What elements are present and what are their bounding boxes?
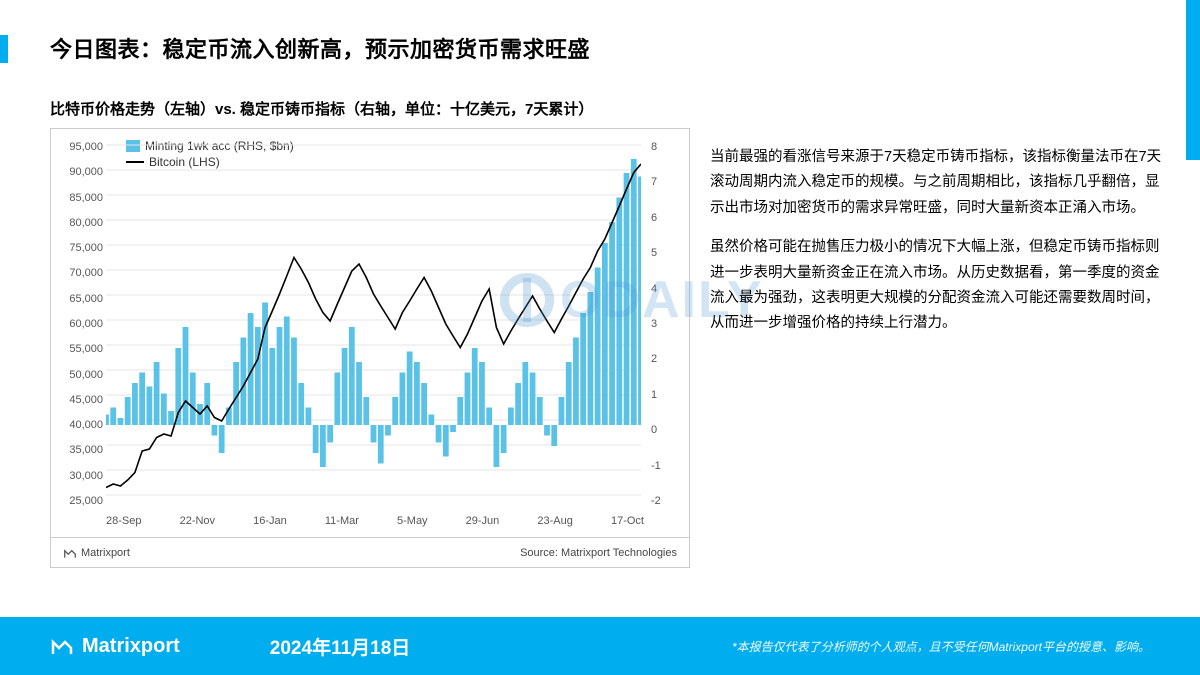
paragraph-1: 当前最强的看涨信号来源于7天稳定币铸币指标，该指标衡量法币在7天滚动周期内流入稳…	[710, 145, 1165, 221]
matrixport-logo-icon	[50, 634, 74, 658]
x-axis: 28-Sep22-Nov16-Jan11-Mar5-May29-Jun23-Au…	[106, 515, 644, 527]
paragraph-2: 虽然价格可能在抛售压力极小的情况下大幅上涨，但稳定币铸币指标则进一步表明大量新资…	[710, 235, 1165, 337]
chart-footer-brand: Matrixport	[63, 546, 130, 560]
chart-container: Minting 1wk acc (RHS, $bn) Bitcoin (LHS)…	[50, 128, 690, 568]
footer-brand: Matrixport	[50, 634, 180, 658]
footer-date: 2024年11月18日	[270, 633, 411, 660]
body-text: 当前最强的看涨信号来源于7天稳定币铸币指标，该指标衡量法币在7天滚动周期内流入稳…	[710, 145, 1165, 351]
accent-bar	[0, 35, 8, 63]
footer-bar: Matrixport 2024年11月18日 *本报告仅代表了分析师的个人观点，…	[0, 617, 1200, 675]
chart-source: Source: Matrixport Technologies	[520, 547, 677, 559]
right-accent	[1186, 0, 1200, 160]
header: 今日图表：稳定币流入创新高，预示加密货币需求旺盛	[50, 32, 590, 64]
chart-subtitle: 比特币价格走势（左轴）vs. 稳定币铸币指标（右轴，单位：十亿美元，7天累计）	[50, 98, 593, 119]
matrixport-icon	[63, 546, 77, 560]
y-axis-left: 95,00090,00085,00080,00075,00070,00065,0…	[57, 141, 103, 507]
footer-brand-text: Matrixport	[82, 635, 180, 658]
y-axis-right: 876543210-1-2	[651, 141, 683, 507]
chart-plot	[106, 139, 641, 509]
page-title: 今日图表：稳定币流入创新高，预示加密货币需求旺盛	[50, 32, 590, 64]
footer-disclaimer: *本报告仅代表了分析师的个人观点，且不受任何Matrixport平台的授意、影响…	[732, 638, 1150, 655]
chart-footer: Matrixport Source: Matrixport Technologi…	[51, 537, 689, 567]
